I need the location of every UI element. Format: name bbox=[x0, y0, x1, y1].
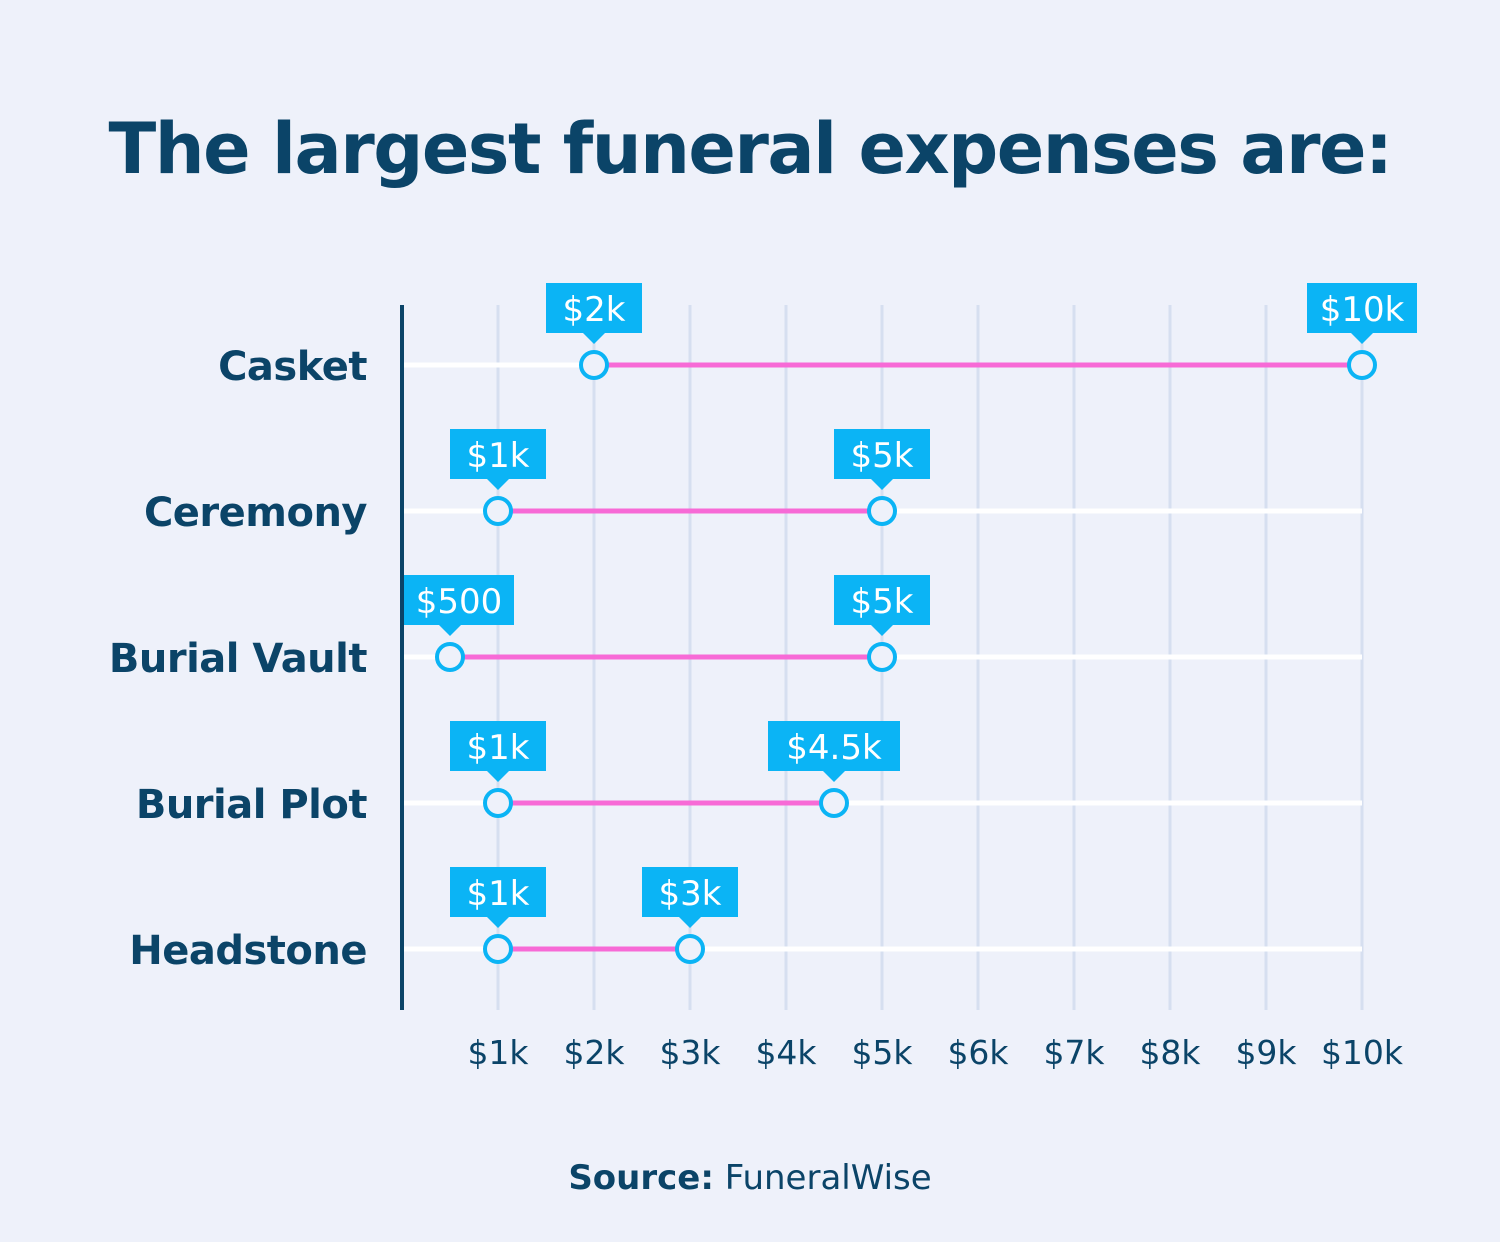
x-tick-label: $7k bbox=[1043, 1033, 1105, 1072]
value-label-box bbox=[1307, 283, 1417, 333]
value-label-low: $1k bbox=[467, 436, 530, 476]
range-marker-high bbox=[675, 934, 705, 964]
value-label-pointer bbox=[870, 478, 894, 490]
source-name: FuneralWise bbox=[724, 1158, 932, 1198]
value-label-low: $1k bbox=[467, 874, 530, 914]
value-label-low: $1k bbox=[467, 728, 530, 768]
value-label-pointer bbox=[870, 624, 894, 636]
x-tick-label: $4k bbox=[755, 1033, 817, 1072]
value-label-box bbox=[450, 721, 546, 771]
range-marker-low bbox=[483, 496, 513, 526]
value-label-pointer bbox=[1350, 332, 1374, 344]
category-label: Casket bbox=[218, 344, 367, 390]
source-label: Source: bbox=[568, 1158, 714, 1198]
value-label-pointer bbox=[486, 770, 510, 782]
category-label: Burial Plot bbox=[136, 782, 368, 828]
x-tick-label: $3k bbox=[659, 1033, 721, 1072]
value-label-pointer bbox=[486, 916, 510, 928]
range-marker-low bbox=[483, 788, 513, 818]
value-label-pointer bbox=[678, 916, 702, 928]
range-marker-low bbox=[579, 350, 609, 380]
range-marker-high bbox=[867, 642, 897, 672]
x-tick-label: $9k bbox=[1235, 1033, 1297, 1072]
value-label-pointer bbox=[822, 770, 846, 782]
range-marker-high bbox=[867, 496, 897, 526]
source-note: Source: FuneralWise bbox=[0, 1158, 1500, 1198]
value-label-box bbox=[768, 721, 900, 771]
range-marker-low bbox=[435, 642, 465, 672]
value-label-box bbox=[546, 283, 642, 333]
value-label-high: $4.5k bbox=[786, 728, 882, 768]
category-label: Ceremony bbox=[144, 490, 367, 536]
category-label: Headstone bbox=[129, 928, 367, 974]
range-marker-high bbox=[1347, 350, 1377, 380]
value-label-low: $500 bbox=[416, 582, 503, 622]
chart-title: The largest funeral expenses are: bbox=[108, 108, 1393, 190]
x-tick-label: $1k bbox=[467, 1033, 529, 1072]
value-label-box bbox=[834, 429, 930, 479]
value-label-box bbox=[642, 867, 738, 917]
x-tick-label: $2k bbox=[563, 1033, 625, 1072]
x-tick-label: $10k bbox=[1321, 1033, 1404, 1072]
value-label-pointer bbox=[438, 624, 462, 636]
value-label-box bbox=[450, 429, 546, 479]
value-label-high: $5k bbox=[851, 436, 914, 476]
x-tick-label: $8k bbox=[1139, 1033, 1201, 1072]
value-label-high: $5k bbox=[851, 582, 914, 622]
value-label-pointer bbox=[582, 332, 606, 344]
x-tick-label: $6k bbox=[947, 1033, 1009, 1072]
value-label-high: $10k bbox=[1320, 290, 1405, 330]
value-label-low: $2k bbox=[563, 290, 626, 330]
value-label-high: $3k bbox=[659, 874, 722, 914]
value-label-box bbox=[450, 867, 546, 917]
value-label-pointer bbox=[486, 478, 510, 490]
range-marker-low bbox=[483, 934, 513, 964]
value-label-box bbox=[404, 575, 514, 625]
x-tick-label: $5k bbox=[851, 1033, 913, 1072]
value-label-box bbox=[834, 575, 930, 625]
category-label: Burial Vault bbox=[109, 636, 367, 682]
range-marker-high bbox=[819, 788, 849, 818]
